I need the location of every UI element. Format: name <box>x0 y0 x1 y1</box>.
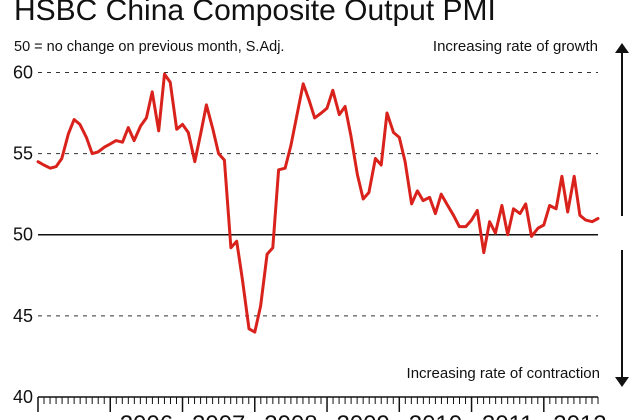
series-line-0 <box>36 72 600 334</box>
x-tick-label-2008: 2008 <box>264 411 317 420</box>
y-axis-ticks: 40 45 50 55 60 <box>13 62 33 407</box>
x-tick-label-2006: 2006 <box>120 411 173 420</box>
y-tick-label-55: 55 <box>13 144 33 164</box>
x-tick-label-2012: 2012 <box>553 411 606 420</box>
y-tick-label-40: 40 <box>13 387 33 407</box>
series-layer <box>36 72 600 334</box>
grid-layer <box>38 71 598 317</box>
annotation-contraction: Increasing rate of contraction <box>407 365 600 382</box>
x-tick-label-2007: 2007 <box>192 411 245 420</box>
x-tick-label-2009: 2009 <box>336 411 389 420</box>
x-tick-label-2011: 2011 <box>482 411 534 420</box>
x-tick-label-2010: 2010 <box>409 411 462 420</box>
chart-title: HSBC China Composite Output PMI <box>14 0 496 27</box>
annotation-growth: Increasing rate of growth <box>433 38 598 55</box>
y-tick-label-45: 45 <box>13 306 33 326</box>
x-axis: 2006 2007 2008 2009 2010 2011 2012 <box>37 396 607 420</box>
y-tick-label-50: 50 <box>13 225 33 245</box>
chart-subtitle: 50 = no change on previous month, S.Adj. <box>14 39 284 55</box>
y-tick-label-60: 60 <box>13 62 33 82</box>
